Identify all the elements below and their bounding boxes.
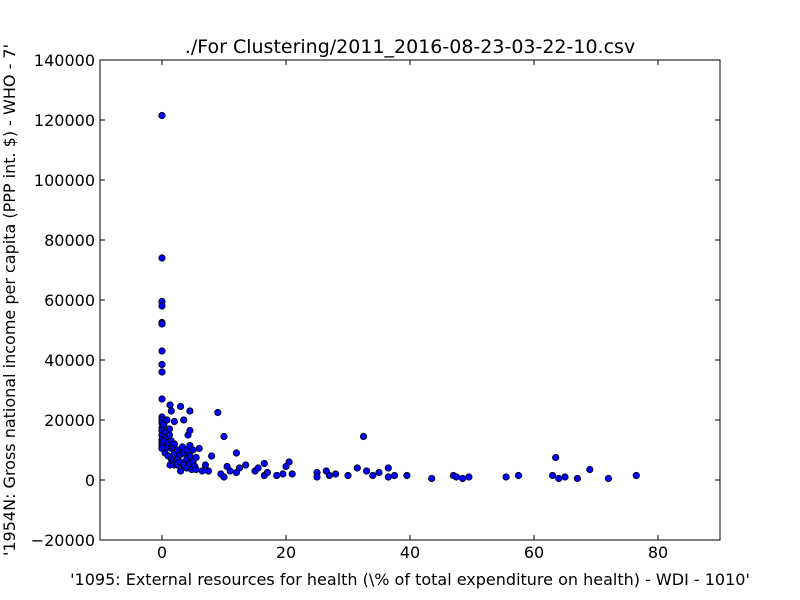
data-point xyxy=(344,471,352,480)
data-point xyxy=(384,473,392,481)
data-point xyxy=(158,320,166,328)
data-point xyxy=(273,471,281,480)
data-point xyxy=(158,111,166,120)
data-point xyxy=(390,471,399,480)
x-tick-label: 80 xyxy=(648,543,668,562)
y-tick-label: 120000 xyxy=(34,111,95,130)
data-point xyxy=(359,432,368,441)
data-point xyxy=(177,402,185,411)
data-point xyxy=(552,453,560,462)
data-point xyxy=(192,465,200,474)
data-point xyxy=(452,473,461,481)
data-point xyxy=(177,467,185,475)
data-point xyxy=(163,416,171,424)
data-point xyxy=(428,474,436,483)
data-point xyxy=(158,395,166,403)
data-point xyxy=(214,408,222,417)
data-point xyxy=(548,471,557,480)
data-point xyxy=(158,254,166,262)
data-point xyxy=(561,473,569,481)
axis-ticks: 0 20 40 60 80 −20000 0 20000 40000 60000 80000 1000… xyxy=(31,51,720,562)
y-axis-label: '1954N: Gross national income per capita… xyxy=(0,44,19,556)
data-point xyxy=(375,468,383,477)
data-point xyxy=(555,474,563,483)
y-tick-label: −20000 xyxy=(31,531,95,550)
x-tick-label: 0 xyxy=(157,543,167,562)
data-point xyxy=(260,459,268,468)
data-point xyxy=(313,473,321,481)
data-point xyxy=(263,468,271,477)
data-point xyxy=(353,464,361,472)
data-point xyxy=(170,440,178,448)
data-point xyxy=(158,302,166,310)
chart-title: ./For Clustering/2011_2016-08-23-03-22-1… xyxy=(185,36,635,58)
data-points xyxy=(158,111,640,483)
data-point xyxy=(158,368,166,376)
data-point xyxy=(180,416,188,424)
data-point xyxy=(604,474,613,483)
data-point xyxy=(170,417,178,426)
data-point xyxy=(226,467,234,475)
data-point xyxy=(403,471,411,480)
data-point xyxy=(195,444,203,453)
data-point xyxy=(198,467,206,475)
data-point xyxy=(186,426,194,435)
data-point xyxy=(502,473,510,481)
data-point xyxy=(166,401,174,409)
y-tick-label: 20000 xyxy=(44,411,95,430)
data-point xyxy=(165,431,174,439)
data-point xyxy=(208,452,216,460)
data-point xyxy=(201,461,209,469)
data-point xyxy=(189,446,197,454)
data-point xyxy=(331,470,340,478)
y-tick-label: 40000 xyxy=(44,351,95,370)
data-point xyxy=(279,470,287,478)
x-tick-label: 20 xyxy=(276,543,296,562)
data-point xyxy=(459,474,467,483)
data-point xyxy=(192,453,200,462)
data-point xyxy=(186,452,194,460)
data-point xyxy=(220,432,228,441)
data-point xyxy=(254,464,262,472)
data-point xyxy=(204,467,213,475)
data-point xyxy=(325,471,333,480)
y-tick-label: 80000 xyxy=(44,231,95,250)
data-point xyxy=(288,470,296,478)
data-point xyxy=(573,474,582,483)
data-point xyxy=(232,449,240,457)
data-point xyxy=(285,458,293,466)
data-point xyxy=(158,360,166,369)
data-point xyxy=(167,407,175,415)
x-tick-label: 60 xyxy=(524,543,544,562)
data-point xyxy=(242,461,250,469)
x-axis-label: '1095: External resources for health (\%… xyxy=(70,570,750,589)
data-point xyxy=(632,471,640,480)
data-point xyxy=(165,425,174,433)
y-tick-label: 140000 xyxy=(34,51,95,70)
data-point xyxy=(586,465,594,474)
data-point xyxy=(514,471,523,480)
data-point xyxy=(186,407,194,415)
y-tick-label: 0 xyxy=(85,471,95,490)
y-tick-label: 60000 xyxy=(44,291,95,310)
data-point xyxy=(362,467,371,475)
data-point xyxy=(220,473,228,481)
data-point xyxy=(235,464,244,472)
x-tick-label: 40 xyxy=(400,543,420,562)
data-point xyxy=(465,473,473,481)
data-point xyxy=(158,347,166,355)
y-tick-label: 100000 xyxy=(34,171,95,190)
data-point xyxy=(369,471,377,480)
data-point xyxy=(384,464,392,472)
